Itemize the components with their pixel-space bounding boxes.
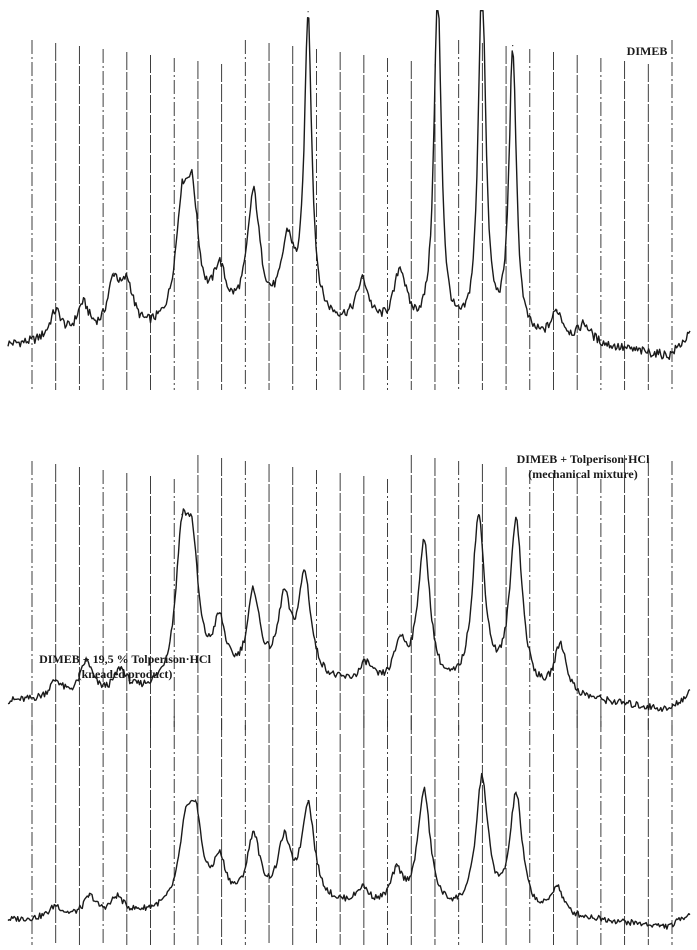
trace-label-kneaded-product: DIMEB + 19,5 % Tolperison·HCl (kneaded p… bbox=[6, 652, 244, 682]
trace-line-1 bbox=[7, 10, 691, 360]
peak-3-2 bbox=[89, 894, 91, 896]
peak-1-8 bbox=[252, 189, 255, 191]
peak-2-5 bbox=[191, 518, 193, 520]
peak-2-13 bbox=[478, 514, 480, 516]
peak-2-6 bbox=[218, 612, 220, 614]
peak-2-3 bbox=[119, 667, 122, 669]
peak-1-15 bbox=[512, 45, 514, 47]
trace-label-mechanical-mixture: DIMEB + Tolperison·HCl (mechanical mixtu… bbox=[476, 452, 690, 482]
peak-3-3 bbox=[116, 894, 118, 897]
peak-1-16 bbox=[556, 309, 558, 311]
peak-2-8 bbox=[283, 588, 285, 591]
peak-1-13 bbox=[437, 10, 439, 12]
peak-3-7 bbox=[252, 830, 255, 832]
trace-label-mechanical-line1: DIMEB + Tolperison·HCl bbox=[516, 452, 650, 466]
peak-2-4 bbox=[181, 513, 183, 516]
peak-1-2 bbox=[82, 301, 84, 303]
peak-3-5 bbox=[195, 799, 197, 801]
peak-3-14 bbox=[515, 791, 517, 793]
peak-2-7 bbox=[252, 588, 255, 590]
peak-1-7 bbox=[218, 259, 220, 261]
peak-1-14 bbox=[481, 10, 483, 12]
peak-1-4 bbox=[126, 276, 128, 278]
peak-3-9 bbox=[307, 800, 309, 802]
peak-3-10 bbox=[362, 885, 364, 887]
peak-3-15 bbox=[556, 884, 558, 886]
peak-2-1 bbox=[55, 679, 57, 681]
peak-1-17 bbox=[583, 322, 585, 324]
peak-1-11 bbox=[362, 277, 364, 279]
peak-1-5 bbox=[181, 183, 183, 186]
peak-1-9 bbox=[287, 228, 289, 230]
trace-layer bbox=[7, 10, 691, 930]
trace-label-kneaded-line2: (kneaded product) bbox=[77, 667, 173, 681]
peak-1-6 bbox=[191, 173, 193, 175]
peak-3-6 bbox=[218, 851, 220, 853]
peak-1-10 bbox=[307, 11, 309, 13]
trace-label-kneaded-line1: DIMEB + 19,5 % Tolperison·HCl bbox=[39, 652, 211, 666]
peak-1-12 bbox=[399, 266, 401, 268]
peak-1-1 bbox=[55, 309, 57, 311]
trace-label-dimeb-line1: DIMEB bbox=[626, 44, 668, 58]
peak-2-11 bbox=[399, 634, 401, 636]
peak-3-1 bbox=[55, 904, 57, 906]
peak-2-9 bbox=[304, 569, 306, 571]
peak-2-15 bbox=[559, 642, 562, 644]
peak-3-11 bbox=[396, 866, 398, 868]
peak-2-12 bbox=[423, 540, 425, 542]
peak-2-10 bbox=[365, 660, 367, 662]
peak-3-12 bbox=[423, 788, 425, 790]
peak-2-2 bbox=[85, 659, 87, 661]
grid-layer bbox=[31, 40, 673, 945]
trace-line-3 bbox=[7, 772, 691, 930]
peak-3-4 bbox=[184, 810, 186, 812]
peak-3-13 bbox=[481, 775, 483, 777]
trace-line-2 bbox=[7, 508, 691, 712]
peak-3-8 bbox=[283, 832, 285, 834]
trace-label-dimeb: DIMEB bbox=[612, 44, 682, 59]
peak-1-3 bbox=[113, 272, 115, 274]
trace-label-mechanical-line2: (mechanical mixture) bbox=[528, 467, 638, 481]
peak-2-14 bbox=[515, 516, 517, 518]
